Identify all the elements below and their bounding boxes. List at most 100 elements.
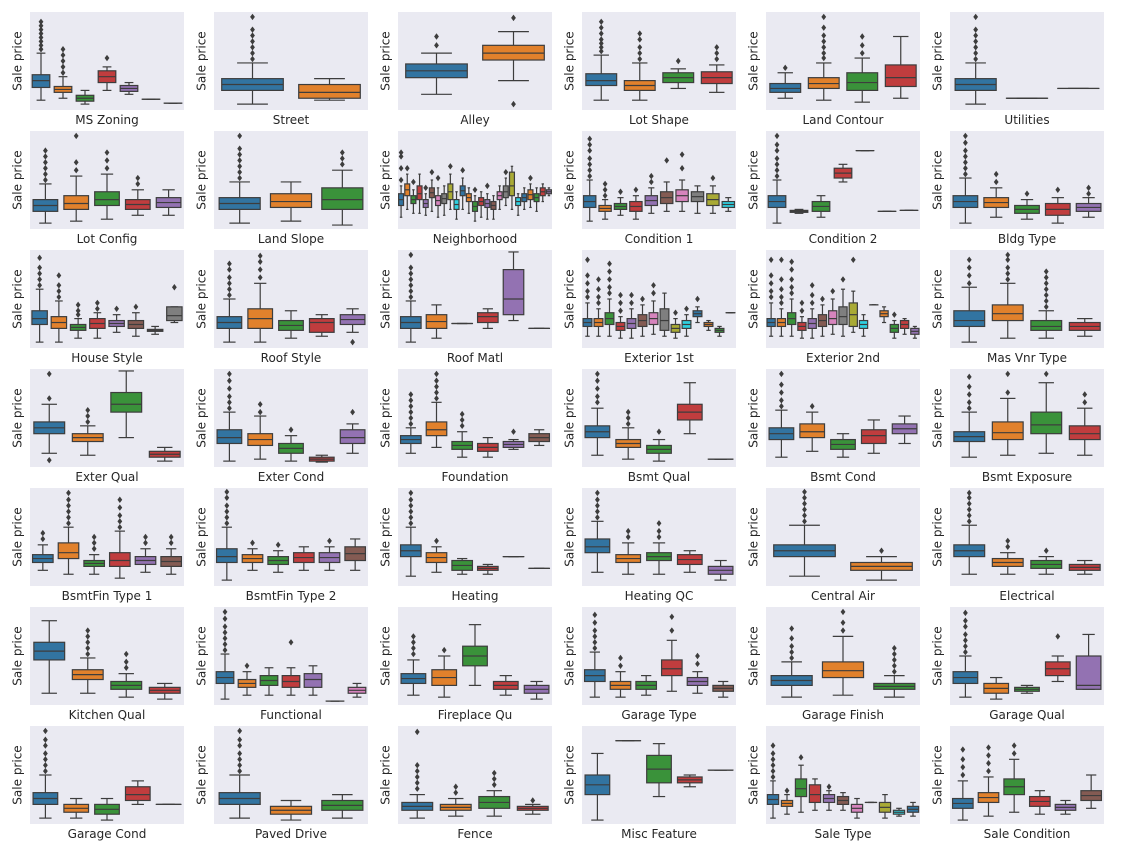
outlier-point xyxy=(85,406,91,414)
outlier-point xyxy=(768,293,774,301)
outlier-point xyxy=(491,781,497,788)
outlier-point xyxy=(237,151,243,158)
outlier-point xyxy=(1005,543,1011,550)
outlier-point xyxy=(237,174,243,182)
subplot: Sale price Central Air xyxy=(747,488,920,603)
box-5 xyxy=(108,305,125,333)
outlier-point xyxy=(408,287,414,295)
outlier-point xyxy=(43,165,48,172)
y-axis-label: Sale price xyxy=(563,507,577,566)
x-axis-label: Functional xyxy=(260,708,322,722)
outlier-point xyxy=(587,172,593,180)
x-axis-label: Garage Qual xyxy=(989,708,1065,722)
outlier-point xyxy=(117,496,123,503)
box-4 xyxy=(629,186,643,220)
outlier-point xyxy=(447,163,453,170)
outlier-point xyxy=(966,494,972,501)
outlier-point xyxy=(171,284,177,291)
box-2 xyxy=(615,527,642,575)
outlier-point xyxy=(224,520,230,527)
outlier-point xyxy=(585,280,590,287)
outlier-point xyxy=(789,258,795,265)
outlier-point xyxy=(1005,251,1011,259)
x-axis-label: Bsmt Cond xyxy=(810,470,876,484)
outlier-point xyxy=(114,305,120,312)
outlier-point xyxy=(46,395,52,402)
box-3 xyxy=(794,754,808,813)
outlier-point xyxy=(669,613,675,620)
box-1 xyxy=(766,742,780,819)
outlier-point xyxy=(43,742,48,749)
outlier-point xyxy=(250,32,255,39)
box-1 xyxy=(773,488,836,577)
box-5 xyxy=(119,81,139,95)
outlier-point xyxy=(891,662,897,669)
box-1 xyxy=(218,727,261,819)
box-11 xyxy=(692,295,703,324)
outlier-point xyxy=(408,514,414,521)
subplot: Sale price Lot Shape xyxy=(563,12,736,127)
box-7 xyxy=(828,287,838,335)
outlier-point xyxy=(618,307,623,314)
box-2 xyxy=(789,208,809,214)
x-axis-label: Fence xyxy=(457,827,492,841)
subplot: Sale price Land Contour xyxy=(747,12,920,127)
box-2 xyxy=(977,744,1000,817)
box-2 xyxy=(991,370,1024,456)
outlier-point xyxy=(411,178,416,186)
outlier-point xyxy=(411,650,416,658)
box-2 xyxy=(425,537,448,573)
box-iqr xyxy=(416,185,423,201)
box-iqr xyxy=(660,659,683,677)
outlier-point xyxy=(43,756,48,763)
outlier-point xyxy=(227,280,232,287)
box-5 xyxy=(891,415,918,445)
outlier-point xyxy=(227,405,232,412)
outlier-point xyxy=(434,370,439,378)
outlier-point xyxy=(684,305,689,312)
box-5 xyxy=(303,665,323,696)
outlier-point xyxy=(656,520,662,527)
box-iqr xyxy=(808,784,822,804)
outlier-point xyxy=(66,489,71,497)
box-23 xyxy=(533,187,540,212)
outlier-point xyxy=(66,496,71,503)
outlier-point xyxy=(993,170,999,178)
plot-background xyxy=(398,488,552,586)
outlier-point xyxy=(250,38,255,45)
x-axis-label: Bldg Type xyxy=(998,232,1056,246)
box-1 xyxy=(768,370,795,458)
box-1 xyxy=(953,373,986,458)
box-6 xyxy=(528,429,551,447)
box-iqr xyxy=(215,548,238,564)
outlier-point xyxy=(779,381,784,388)
outlier-point xyxy=(779,403,784,410)
x-axis-label: Sale Type xyxy=(814,827,871,841)
outlier-point xyxy=(257,258,263,265)
box-3 xyxy=(267,541,290,573)
box-3 xyxy=(259,667,279,696)
box-iqr xyxy=(828,310,838,326)
outlier-point xyxy=(398,149,404,156)
outlier-point xyxy=(1005,276,1011,283)
outlier-point xyxy=(441,646,447,654)
outlier-point xyxy=(429,168,435,176)
outlier-point xyxy=(656,428,662,435)
outlier-point xyxy=(288,639,294,646)
outlier-point xyxy=(973,44,979,51)
box-1 xyxy=(31,18,51,101)
outlier-point xyxy=(117,504,123,511)
outlier-point xyxy=(966,373,972,381)
outlier-point xyxy=(779,389,784,396)
x-axis-label: Exter Cond xyxy=(258,470,324,484)
outlier-point xyxy=(411,639,416,646)
outlier-point xyxy=(850,256,856,263)
x-axis-label: BsmtFin Type 1 xyxy=(62,589,153,603)
outlier-point xyxy=(585,293,590,301)
outlier-point xyxy=(434,537,439,545)
box-3 xyxy=(278,426,304,462)
outlier-point xyxy=(585,287,590,295)
outlier-point xyxy=(598,44,604,51)
outlier-point xyxy=(37,282,43,289)
outlier-point xyxy=(237,145,243,152)
